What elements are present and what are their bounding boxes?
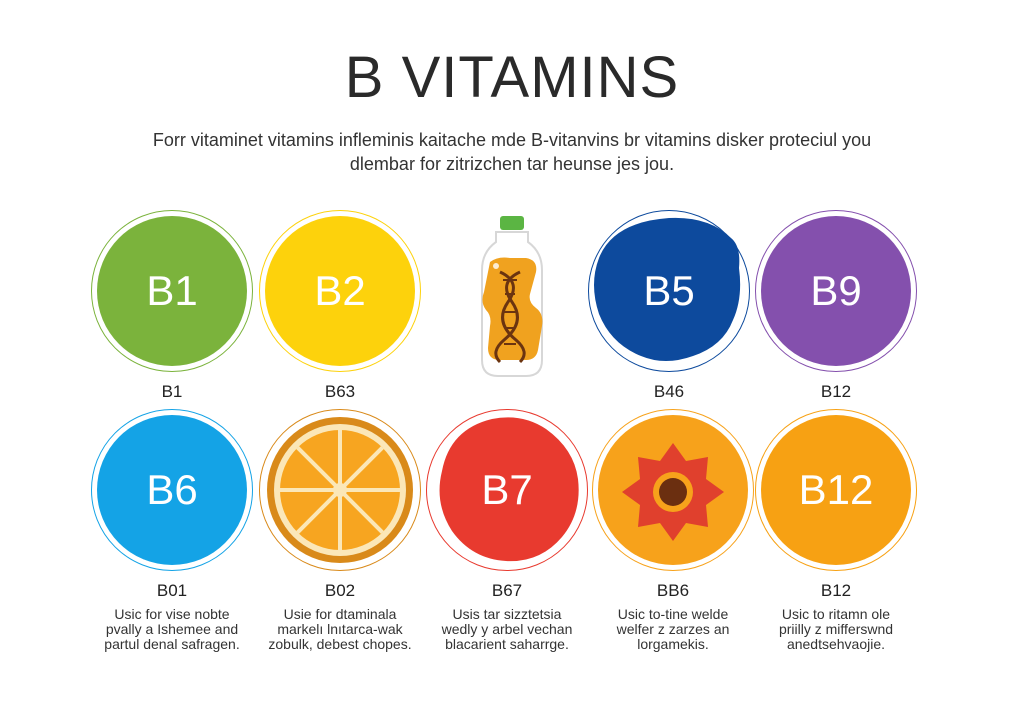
vitamin-caption: B12	[820, 382, 852, 401]
description-line: markelı lnıtarca-wak	[277, 621, 403, 637]
vitamin-circle-b7: B7	[432, 415, 582, 565]
description-line: partul denal safragen.	[104, 636, 240, 652]
vitamin-caption: B12	[820, 581, 852, 600]
vitamin-circle-b9: B9	[761, 216, 911, 366]
orange-slice-icon	[267, 417, 413, 563]
vitamin-caption: B63	[324, 382, 356, 401]
vitamin-description: Usis tar sizztetsia wedly y arbel vechan…	[418, 607, 596, 652]
vitamin-circle-b12: B12	[761, 415, 911, 565]
vitamin-description: Usic to-tine welde welfer z zarzes an lo…	[584, 607, 762, 652]
vitamin-description: Usie for dtaminala markelı lnıtarca-wak …	[251, 607, 429, 652]
vitamin-circle-b6: B6	[97, 415, 247, 565]
description-line: Usic for vise nobte	[114, 606, 230, 622]
blue-blob-icon	[594, 217, 741, 361]
vitamin-description: Usic to ritamn ole priilly z mifferswnd …	[747, 607, 925, 652]
vitamin-caption: B67	[491, 581, 523, 600]
description-line: priilly z mifferswnd	[778, 621, 894, 637]
vitamin-caption: B1	[161, 382, 183, 401]
description-line: anedtsehvaojie.	[786, 636, 886, 652]
circle-ring	[588, 210, 750, 372]
page-title: B VITAMINS	[344, 45, 680, 110]
description-line: pvally a Ishemee and	[105, 621, 239, 637]
vitamin-circle-b2: B2	[265, 216, 415, 366]
vitamin-caption: B46	[653, 382, 685, 401]
description-line: lorgamekis.	[637, 636, 709, 652]
description-line: blacarient saharrge.	[445, 636, 569, 652]
circle-label: B7	[481, 466, 533, 513]
circle-ring	[91, 210, 253, 372]
circle-label: B5	[643, 267, 695, 314]
subtitle-line: dlembar for zitrizchen tar heunse jes jo…	[349, 154, 675, 174]
circle-label: B9	[810, 267, 862, 314]
circle-label: B1	[146, 267, 198, 314]
vitamin-circle-b1: B1	[97, 216, 247, 366]
bottle-item	[426, 216, 596, 391]
bottle-dna-icon	[481, 216, 543, 377]
description-line: zobulk, debest chopes.	[268, 636, 412, 652]
circle-label: B2	[314, 267, 366, 314]
circle-ring	[259, 210, 421, 372]
flower-icon	[622, 443, 724, 541]
subtitle: Forr vitaminet vitamins infleminis kaita…	[120, 128, 904, 176]
vitamin-caption: B02	[324, 581, 356, 600]
description-line: Usic to-tine welde	[617, 606, 729, 622]
description-line: welfer z zarzes an	[616, 621, 730, 637]
description-line: Usic to ritamn ole	[781, 606, 891, 622]
vitamin-circle-b5: B5	[594, 216, 744, 366]
description-line: Usie for dtaminala	[283, 606, 397, 622]
vitamin-caption: B01	[156, 581, 188, 600]
red-blob-icon	[439, 417, 579, 562]
vitamin-description: Usic for vise nobte pvally a Ishemee and…	[83, 607, 261, 652]
circle-ring	[592, 409, 754, 571]
subtitle-line: Forr vitaminet vitamins infleminis kaita…	[152, 130, 872, 150]
circle-label: B12	[798, 466, 874, 513]
description-line: Usis tar sizztetsia	[452, 606, 562, 622]
circle-ring	[426, 409, 588, 571]
circle-ring	[755, 409, 917, 571]
description-line: wedly y arbel vechan	[441, 621, 573, 637]
circle-label: B6	[146, 466, 198, 513]
circle-ring	[91, 409, 253, 571]
circle-ring	[259, 409, 421, 571]
vitamin-caption: BB6	[656, 581, 690, 600]
circle-ring	[755, 210, 917, 372]
